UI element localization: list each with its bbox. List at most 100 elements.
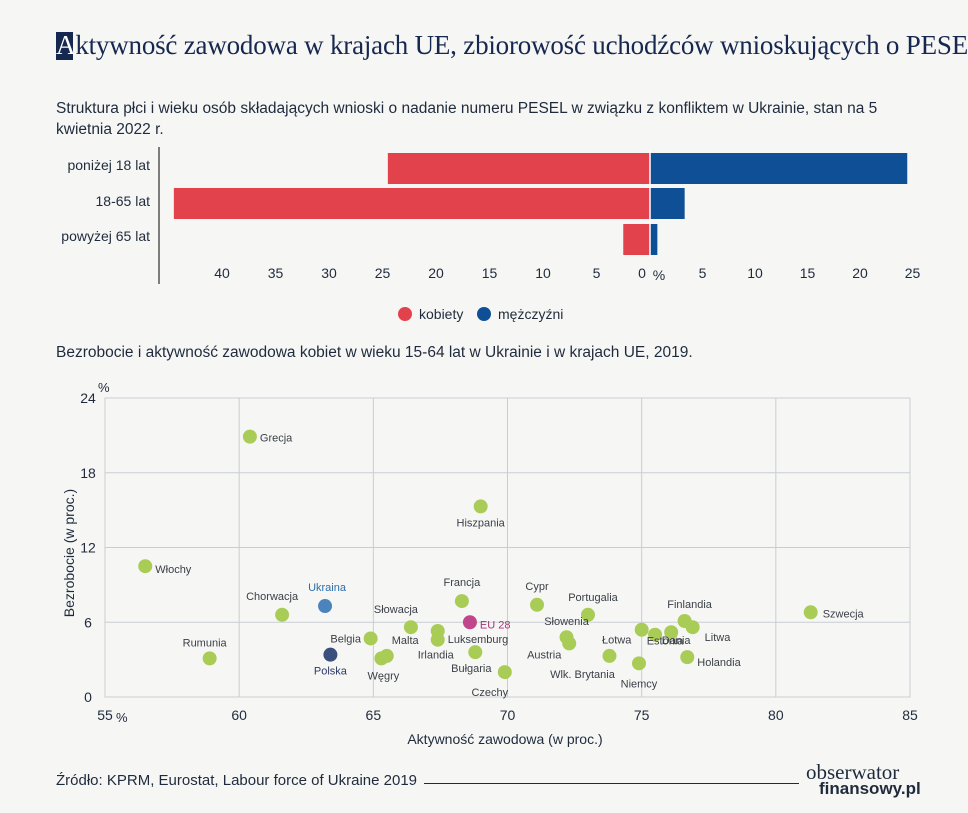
scatter-point — [374, 651, 389, 666]
scatter-point — [468, 645, 483, 660]
bar-x-tick-label: 35 — [268, 265, 284, 281]
scatter-point — [462, 615, 477, 630]
bar-x-tick-label: 20 — [852, 265, 868, 281]
scatter-point — [664, 625, 679, 640]
page-title: Aktywność zawodowa w krajach UE, zbiorow… — [56, 30, 968, 61]
bar-x-tick-label: 0 — [638, 265, 646, 281]
scatter-point-label: Węgry — [367, 670, 399, 682]
scatter-point — [454, 594, 469, 609]
scatter-point — [602, 648, 617, 663]
scatter-y-unit: % — [98, 380, 110, 395]
scatter-point-label: Irlandia — [418, 650, 455, 662]
scatter-point-label: Grecja — [260, 433, 293, 445]
scatter-point-label: Portugalia — [568, 592, 618, 604]
scatter-point — [430, 632, 445, 647]
scatter-point-label: Dania — [662, 635, 692, 647]
scatter-y-tick-label: 24 — [80, 390, 96, 406]
scatter-point — [685, 620, 700, 635]
scatter-point-label: Słowenia — [544, 616, 590, 628]
scatter-x-tick-label: 85 — [902, 707, 918, 723]
bar-unit-label: % — [653, 267, 665, 283]
scatter-point — [202, 651, 217, 666]
scatter-y-tick-label: 0 — [84, 689, 92, 705]
scatter-y-tick-label: 18 — [80, 465, 96, 481]
scatter-point-label: Austria — [527, 649, 562, 661]
category-label: 18-65 lat — [96, 193, 151, 209]
scatter-point-label: Włochy — [155, 564, 192, 576]
scatter-point — [242, 429, 257, 444]
brand-logo-bottom: finansowy.pl — [819, 779, 921, 798]
scatter-point — [473, 499, 488, 514]
bar-women — [173, 188, 650, 219]
legend-marker-women — [398, 307, 412, 321]
scatter-point-label: Polska — [314, 666, 348, 678]
scatter-point-label: EU 28 — [480, 619, 511, 631]
scatter-y-tick-label: 6 — [84, 614, 92, 630]
scatter-point-label: Finlandia — [667, 599, 713, 611]
brand-logo-top: obserwator — [806, 760, 900, 784]
scatter-point-label: Rumunia — [183, 637, 228, 649]
scatter-chart-subtitle: Bezrobocie i aktywność zawodowa kobiet w… — [56, 344, 693, 361]
legend-label-women: kobiety — [419, 306, 463, 322]
footer-divider — [424, 783, 799, 784]
scatter-point-label: Francja — [444, 577, 482, 589]
bar-x-tick-label: 10 — [747, 265, 763, 281]
bar-men — [650, 188, 685, 219]
scatter-point-label: Ukraina — [308, 582, 347, 594]
bar-women — [623, 224, 650, 255]
page-title-initial: A — [56, 30, 76, 60]
page-title-rest: ktywność zawodowa w krajach UE, zbiorowo… — [75, 30, 968, 60]
scatter-point-label: Czechy — [471, 687, 508, 699]
scatter-x-tick-label: 80 — [768, 707, 784, 723]
scatter-point-label: Belgia — [330, 633, 361, 645]
scatter-x-tick-label: 70 — [500, 707, 516, 723]
scatter-point — [318, 599, 333, 614]
scatter-point — [275, 607, 290, 622]
bar-x-tick-label: 30 — [321, 265, 337, 281]
scatter-point-label: Chorwacja — [246, 591, 299, 603]
legend-marker-men — [477, 307, 491, 321]
scatter-point — [648, 627, 663, 642]
scatter-point-label: Słowacja — [374, 604, 419, 616]
scatter-point-label: Cypr — [525, 581, 549, 593]
scatter-point — [562, 636, 577, 651]
scatter-point — [323, 647, 338, 662]
scatter-point — [138, 559, 153, 574]
category-label: poniżej 18 lat — [67, 157, 150, 173]
scatter-x-tick-label: 60 — [231, 707, 247, 723]
scatter-point — [803, 605, 818, 620]
scatter-point — [631, 656, 646, 671]
source-note: Źródło: KPRM, Eurostat, Labour force of … — [56, 772, 418, 789]
bar-x-tick-label: 5 — [593, 265, 601, 281]
scatter-x-tick-label: 75 — [634, 707, 650, 723]
scatter-x-tick-label: 55 — [97, 707, 113, 723]
bar-x-tick-label: 5 — [699, 265, 707, 281]
scatter-x-axis-title: Aktywność zawodowa (w proc.) — [407, 731, 602, 747]
scatter-point-label: Bułgaria — [451, 663, 492, 675]
bar-women — [387, 153, 650, 184]
scatter-x-tick-label: 65 — [366, 707, 382, 723]
scatter-y-tick-label: 12 — [80, 540, 96, 556]
bar-chart-subtitle: Struktura płci i wieku osób składających… — [56, 100, 878, 138]
scatter-y-axis-title: Bezrobocie (w proc.) — [61, 489, 77, 617]
scatter-point-label: Hiszpania — [457, 517, 506, 529]
bar-x-tick-label: 25 — [375, 265, 391, 281]
scatter-point — [581, 607, 595, 622]
scatter-point — [634, 622, 649, 637]
scatter-point-label: Luksemburg — [448, 634, 509, 646]
scatter-point-label: Estonia — [647, 636, 685, 648]
bar-x-tick-label: 40 — [214, 265, 230, 281]
scatter-point-label: Malta — [392, 635, 420, 647]
scatter-point-label: Holandia — [697, 657, 741, 669]
bar-men — [650, 153, 908, 184]
bar-x-tick-label: 10 — [535, 265, 551, 281]
bar-x-tick-label: 15 — [482, 265, 498, 281]
scatter-point — [530, 597, 545, 612]
category-label: powyżej 65 lat — [61, 228, 150, 244]
header-marker — [56, 32, 73, 60]
scatter-point-label: Litwa — [705, 632, 732, 644]
scatter-point-label: Niemcy — [621, 678, 658, 690]
scatter-point — [403, 620, 418, 635]
scatter-point — [497, 665, 512, 680]
